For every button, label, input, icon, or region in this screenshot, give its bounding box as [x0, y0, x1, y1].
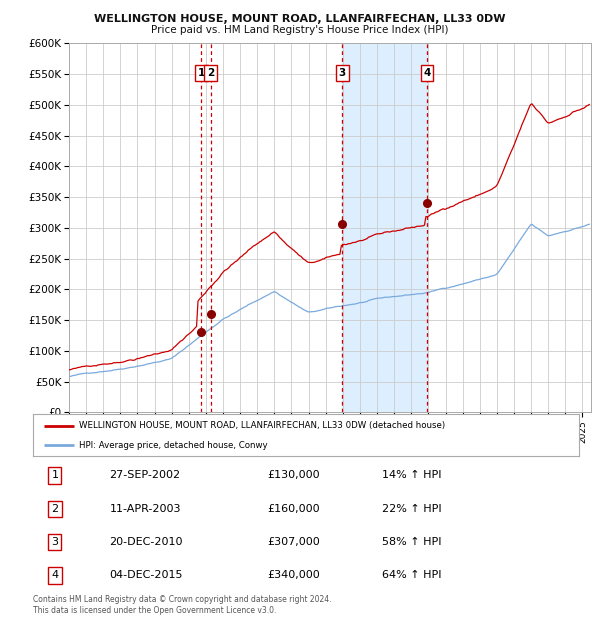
Bar — [343, 43, 427, 412]
Text: 2: 2 — [207, 68, 214, 78]
Text: 04-DEC-2015: 04-DEC-2015 — [109, 570, 183, 580]
Text: 3: 3 — [338, 68, 346, 78]
Text: £130,000: £130,000 — [268, 471, 320, 480]
Text: 3: 3 — [52, 537, 58, 547]
Text: 64% ↑ HPI: 64% ↑ HPI — [382, 570, 442, 580]
Text: 20-DEC-2010: 20-DEC-2010 — [109, 537, 183, 547]
Text: WELLINGTON HOUSE, MOUNT ROAD, LLANFAIRFECHAN, LL33 0DW (detached house): WELLINGTON HOUSE, MOUNT ROAD, LLANFAIRFE… — [79, 422, 446, 430]
Text: 1: 1 — [198, 68, 205, 78]
Text: £307,000: £307,000 — [268, 537, 320, 547]
Text: 14% ↑ HPI: 14% ↑ HPI — [382, 471, 442, 480]
Text: 4: 4 — [51, 570, 58, 580]
Text: 11-APR-2003: 11-APR-2003 — [109, 504, 181, 514]
Text: £160,000: £160,000 — [268, 504, 320, 514]
Text: 58% ↑ HPI: 58% ↑ HPI — [382, 537, 442, 547]
Text: Contains HM Land Registry data © Crown copyright and database right 2024.: Contains HM Land Registry data © Crown c… — [33, 595, 331, 604]
Text: 2: 2 — [51, 504, 58, 514]
Text: This data is licensed under the Open Government Licence v3.0.: This data is licensed under the Open Gov… — [33, 606, 277, 616]
Text: Price paid vs. HM Land Registry's House Price Index (HPI): Price paid vs. HM Land Registry's House … — [151, 25, 449, 35]
Text: 4: 4 — [424, 68, 431, 78]
Text: 1: 1 — [52, 471, 58, 480]
Text: £340,000: £340,000 — [268, 570, 320, 580]
Text: 27-SEP-2002: 27-SEP-2002 — [109, 471, 181, 480]
Text: 22% ↑ HPI: 22% ↑ HPI — [382, 504, 442, 514]
Text: HPI: Average price, detached house, Conwy: HPI: Average price, detached house, Conw… — [79, 441, 268, 450]
Text: WELLINGTON HOUSE, MOUNT ROAD, LLANFAIRFECHAN, LL33 0DW: WELLINGTON HOUSE, MOUNT ROAD, LLANFAIRFE… — [94, 14, 506, 24]
